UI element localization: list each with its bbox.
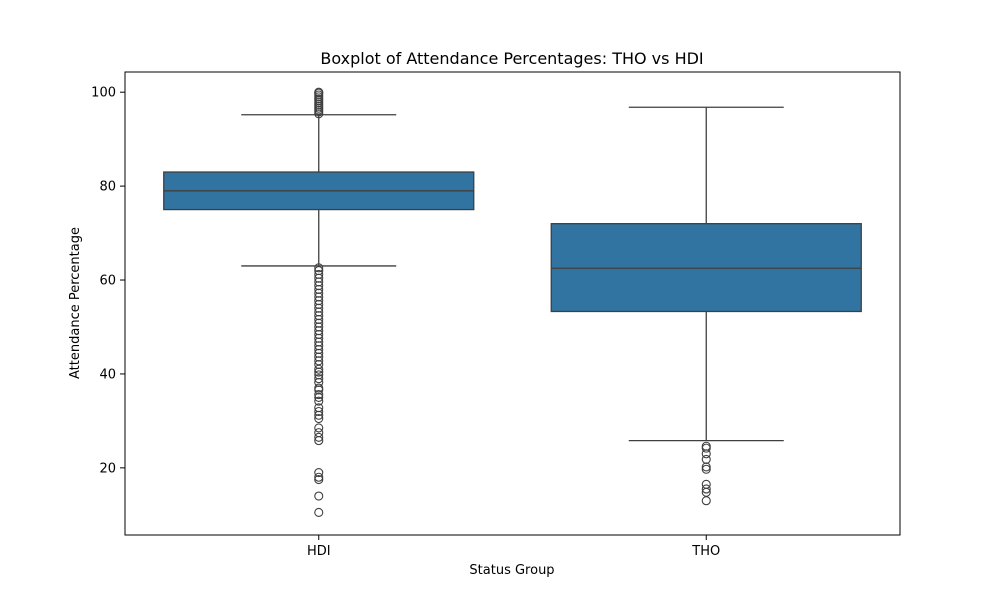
outlier-point	[314, 432, 324, 442]
y-tick-label: 20	[99, 461, 116, 476]
outlier-point	[314, 266, 324, 276]
outlier-point	[701, 496, 711, 506]
box-group-hdi	[163, 87, 475, 518]
outlier-point	[314, 269, 324, 279]
plot-area: 20 40 60 80 100 HDI THO	[91, 71, 901, 559]
outlier-point	[314, 491, 324, 501]
outlier-point	[314, 428, 324, 438]
outlier-point	[314, 413, 324, 424]
outlier-point	[314, 475, 324, 485]
y-tick-label: 80	[99, 180, 116, 195]
outlier-point	[314, 406, 324, 417]
outlier-point	[701, 479, 711, 489]
outlier-point	[314, 87, 324, 97]
y-tick-label: 100	[91, 86, 116, 101]
outlier-point	[314, 374, 324, 384]
outlier-point	[314, 370, 324, 380]
y-tick-label: 60	[99, 274, 116, 289]
outlier-point	[314, 390, 324, 400]
x-axis-label: Status Group	[469, 563, 554, 578]
outlier-point	[701, 454, 711, 464]
plot-frame	[124, 71, 901, 536]
outlier-point	[314, 472, 324, 482]
outlier-point	[314, 396, 324, 406]
outlier-point	[701, 441, 711, 451]
outlier-point	[314, 507, 324, 518]
outlier-point	[314, 385, 324, 395]
outlier-point	[701, 464, 711, 474]
outlier-point	[314, 383, 324, 393]
outlier-point	[314, 403, 324, 413]
y-axis-label: Attendance Percentage	[68, 227, 83, 379]
chart-title: Boxplot of Attendance Percentages: THO v…	[320, 49, 703, 68]
outlier-point	[314, 263, 324, 273]
outlier-point	[701, 443, 711, 453]
outlier-point	[314, 467, 324, 478]
y-tick-label: 40	[99, 367, 116, 382]
x-tick-label: THO	[691, 544, 720, 559]
x-tick-label: HDI	[307, 544, 331, 559]
outlier-point	[701, 484, 711, 494]
box-group-tho	[550, 106, 862, 506]
outlier-point	[314, 423, 324, 433]
box-iqr	[550, 223, 862, 313]
